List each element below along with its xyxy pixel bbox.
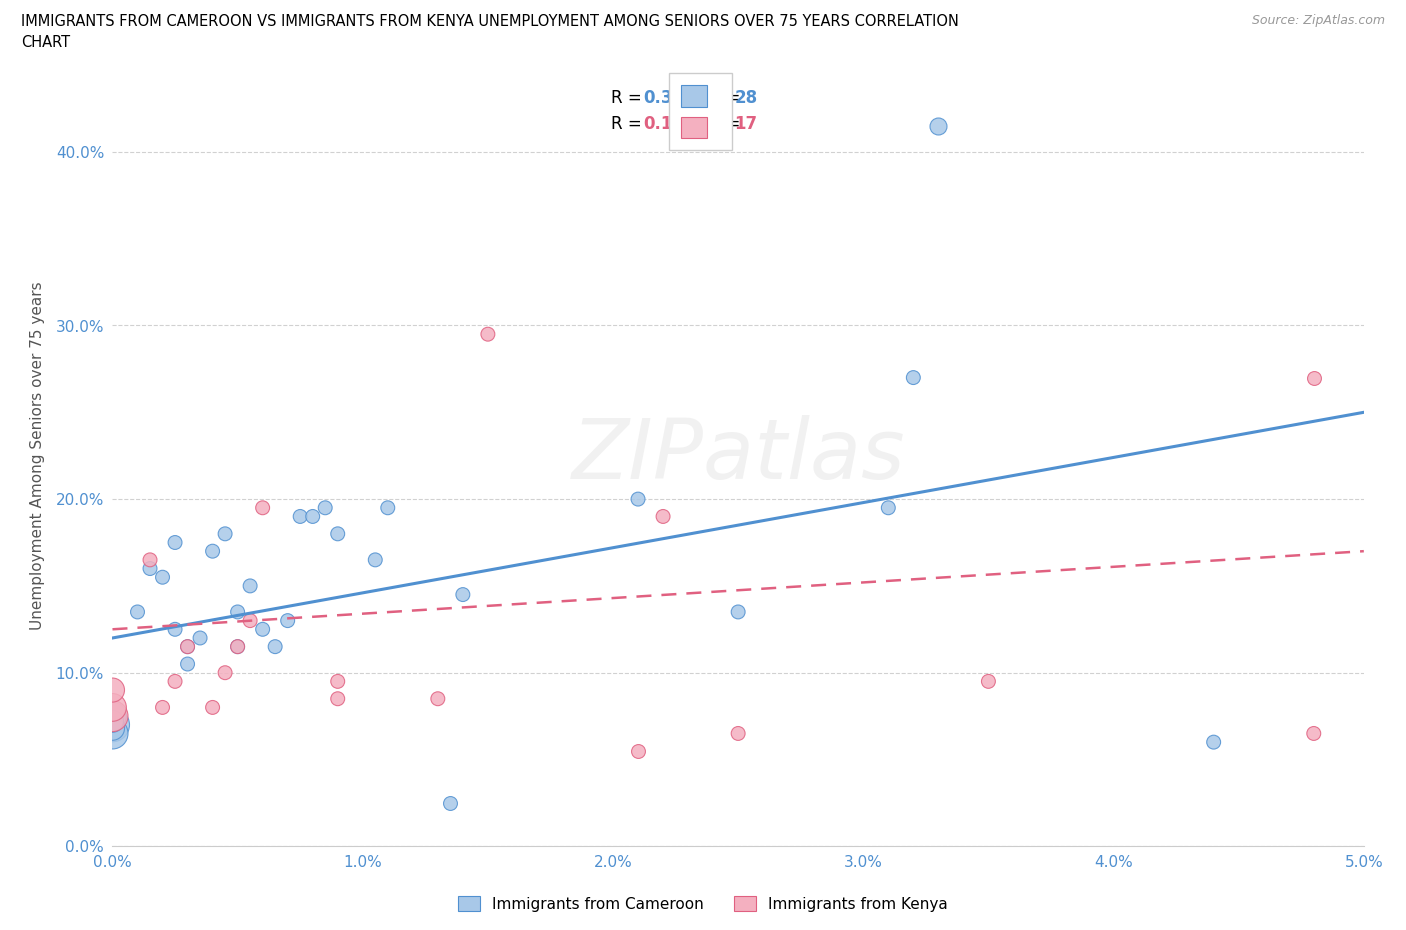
Point <box>214 526 236 541</box>
Point <box>226 604 249 619</box>
Point <box>239 613 262 628</box>
Point <box>277 613 299 628</box>
Text: 17: 17 <box>734 114 758 133</box>
Point <box>627 743 650 758</box>
Point <box>264 639 287 654</box>
Point <box>627 492 650 507</box>
Point <box>252 500 274 515</box>
Point <box>226 639 249 654</box>
Point <box>252 622 274 637</box>
Point <box>326 674 349 689</box>
Point <box>152 700 174 715</box>
Legend: Immigrants from Cameroon, Immigrants from Kenya: Immigrants from Cameroon, Immigrants fro… <box>453 889 953 918</box>
Point <box>927 118 949 133</box>
Legend: , : , <box>669 73 733 150</box>
Text: ZIPatlas: ZIPatlas <box>571 415 905 497</box>
Point <box>127 604 149 619</box>
Text: N =: N = <box>693 114 745 133</box>
Point <box>426 691 449 706</box>
Point <box>477 326 499 341</box>
Point <box>290 509 312 524</box>
Point <box>101 726 124 741</box>
Point <box>727 604 749 619</box>
Point <box>652 509 675 524</box>
Point <box>226 639 249 654</box>
Y-axis label: Unemployment Among Seniors over 75 years: Unemployment Among Seniors over 75 years <box>30 282 45 630</box>
Point <box>101 714 124 729</box>
Point <box>377 500 399 515</box>
Point <box>163 622 186 637</box>
Point <box>903 370 925 385</box>
Point <box>176 639 198 654</box>
Point <box>163 674 186 689</box>
Point <box>326 691 349 706</box>
Point <box>201 544 224 559</box>
Text: IMMIGRANTS FROM CAMEROON VS IMMIGRANTS FROM KENYA UNEMPLOYMENT AMONG SENIORS OVE: IMMIGRANTS FROM CAMEROON VS IMMIGRANTS F… <box>21 14 959 29</box>
Point <box>977 674 1000 689</box>
Point <box>188 631 211 645</box>
Point <box>101 683 124 698</box>
Point <box>301 509 323 524</box>
Point <box>1202 735 1225 750</box>
Point <box>101 709 124 724</box>
Text: CHART: CHART <box>21 35 70 50</box>
Point <box>152 570 174 585</box>
Point <box>163 535 186 550</box>
Point <box>1302 726 1324 741</box>
Point <box>214 665 236 680</box>
Point <box>364 552 387 567</box>
Point <box>101 717 124 732</box>
Text: R =: R = <box>610 89 647 107</box>
Point <box>101 700 124 715</box>
Point <box>101 721 124 736</box>
Text: N =: N = <box>693 89 745 107</box>
Point <box>139 561 162 576</box>
Point <box>727 726 749 741</box>
Point <box>451 587 474 602</box>
Point <box>201 700 224 715</box>
Text: R =: R = <box>610 114 647 133</box>
Text: 28: 28 <box>734 89 758 107</box>
Point <box>877 500 900 515</box>
Text: 0.383: 0.383 <box>643 89 696 107</box>
Point <box>239 578 262 593</box>
Point <box>139 552 162 567</box>
Point <box>1302 370 1324 385</box>
Point <box>326 526 349 541</box>
Point <box>101 709 124 724</box>
Point <box>314 500 336 515</box>
Text: Source: ZipAtlas.com: Source: ZipAtlas.com <box>1251 14 1385 27</box>
Point <box>439 795 461 810</box>
Point <box>176 657 198 671</box>
Point <box>176 639 198 654</box>
Text: 0.107: 0.107 <box>643 114 696 133</box>
